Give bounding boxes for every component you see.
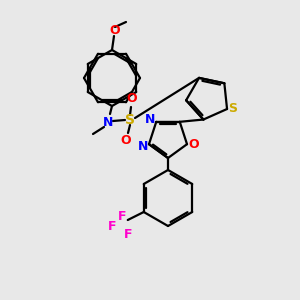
Text: F: F (118, 209, 126, 223)
Text: O: O (121, 134, 131, 148)
Text: O: O (110, 25, 120, 38)
Text: F: F (107, 220, 116, 232)
Text: N: N (138, 140, 148, 153)
Text: N: N (103, 116, 113, 128)
Text: S: S (229, 103, 238, 116)
Text: O: O (189, 138, 199, 151)
Text: O: O (127, 92, 137, 106)
Text: N: N (145, 113, 155, 126)
Text: S: S (125, 113, 135, 127)
Text: F: F (124, 227, 132, 241)
